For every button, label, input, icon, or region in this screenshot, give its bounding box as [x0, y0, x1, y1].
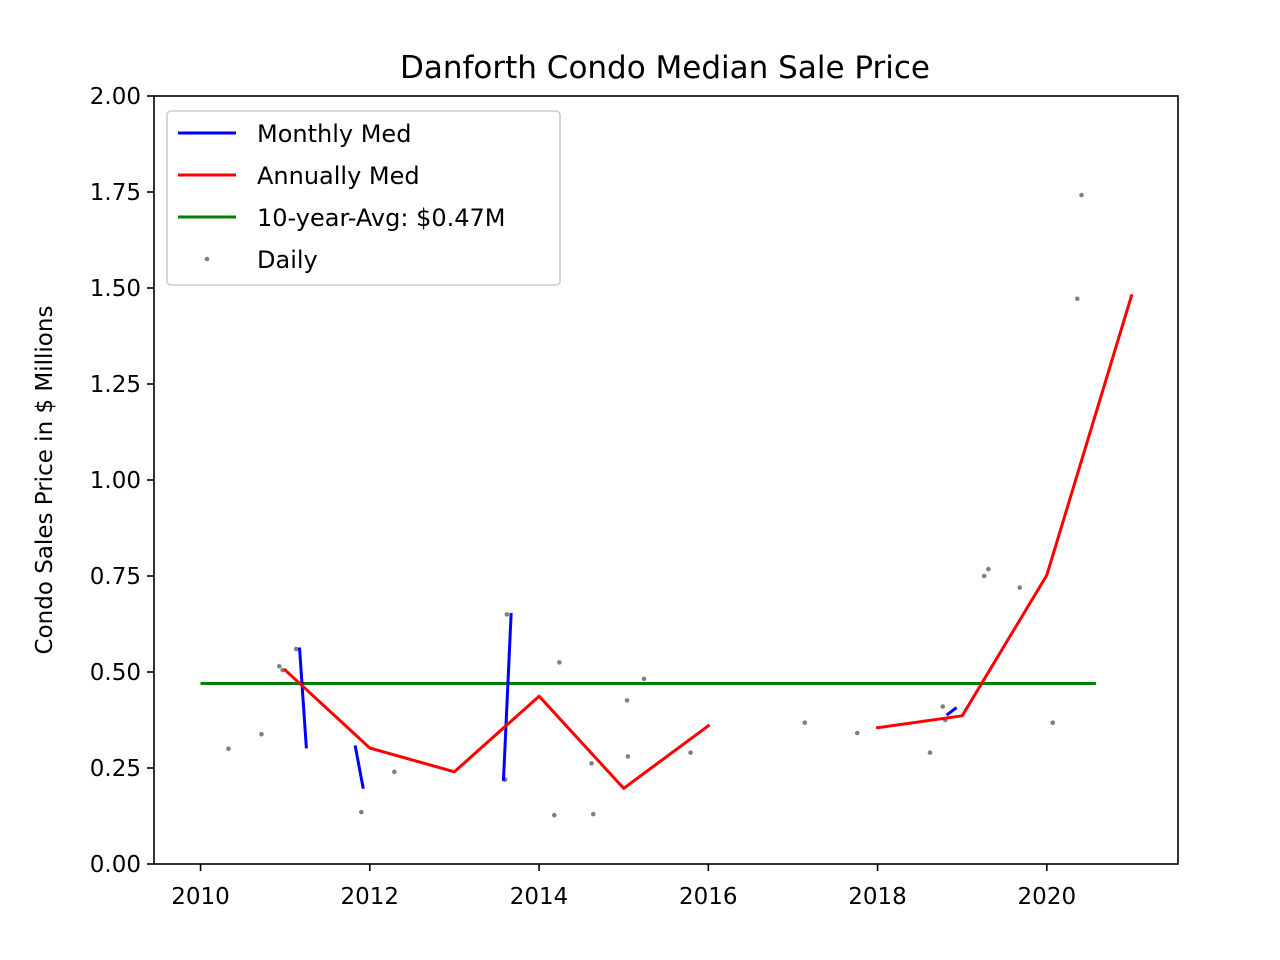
legend-label: 10-year-Avg: $0.47M	[257, 204, 506, 232]
legend-label: Annually Med	[257, 162, 420, 190]
daily-point	[293, 646, 299, 652]
daily-point	[625, 754, 631, 759]
daily-point	[276, 663, 282, 669]
x-tick-label: 2010	[171, 884, 230, 910]
y-axis-ticks: 0.00 0.25 0.50 0.75 1.00 1.25 1.50 1.75 2.00	[90, 84, 154, 878]
daily-point	[392, 769, 397, 775]
x-tick-label: 2012	[341, 884, 400, 910]
daily-point	[986, 566, 991, 572]
monthly-median-line	[353, 745, 365, 789]
daily-point	[590, 811, 596, 817]
chart-title: Danforth Condo Median Sale Price	[400, 50, 930, 86]
daily-point	[226, 746, 231, 752]
y-axis-label: Condo Sales Price in $ Millions	[32, 306, 58, 655]
annual-median-line	[875, 293, 1134, 730]
daily-point	[981, 573, 987, 579]
daily-point	[927, 750, 933, 755]
legend-label: Daily	[257, 246, 318, 274]
daily-point	[1050, 720, 1056, 725]
monthly-median-line	[298, 647, 308, 749]
daily-point	[551, 812, 557, 818]
y-tick-label: 1.25	[90, 372, 141, 398]
daily-point	[854, 730, 860, 736]
daily-point	[359, 809, 364, 815]
daily-point	[504, 612, 510, 617]
y-tick-label: 0.75	[90, 564, 141, 590]
plot-frame	[153, 95, 1179, 865]
plot-data-layer	[200, 192, 1134, 818]
legend-swatch	[204, 256, 210, 262]
daily-point	[802, 720, 808, 725]
legend-box	[166, 110, 561, 286]
legend-label: Monthly Med	[257, 120, 411, 148]
y-tick-label: 0.25	[90, 756, 141, 782]
y-tick-label: 2.00	[90, 84, 141, 110]
x-tick-label: 2016	[679, 884, 738, 910]
y-tick-label: 0.50	[90, 660, 141, 686]
daily-point	[280, 667, 285, 673]
x-tick-label: 2020	[1018, 884, 1077, 910]
daily-point	[259, 731, 264, 737]
chart-legend: Monthly Med Annually Med 10-year-Avg: $0.4…	[166, 110, 561, 286]
y-tick-label: 0.00	[90, 852, 141, 878]
daily-point	[589, 761, 594, 766]
daily-point	[1074, 296, 1080, 302]
annual-median-line	[283, 667, 711, 790]
x-tick-label: 2014	[510, 884, 569, 910]
daily-point	[557, 660, 562, 665]
x-tick-label: 2018	[848, 884, 907, 910]
y-tick-label: 1.00	[90, 468, 141, 494]
daily-point	[1017, 585, 1023, 590]
daily-point	[1079, 192, 1084, 198]
monthly-median-line	[501, 612, 513, 782]
y-tick-label: 1.75	[90, 180, 141, 206]
daily-point	[641, 676, 647, 682]
daily-point	[688, 750, 693, 755]
x-axis-ticks: 2010 2012 2014 2016 2018 2020	[171, 864, 1076, 910]
y-tick-label: 1.50	[90, 276, 141, 302]
daily-point	[940, 704, 946, 709]
monthly-median-line	[945, 706, 958, 717]
daily-point	[624, 698, 630, 703]
